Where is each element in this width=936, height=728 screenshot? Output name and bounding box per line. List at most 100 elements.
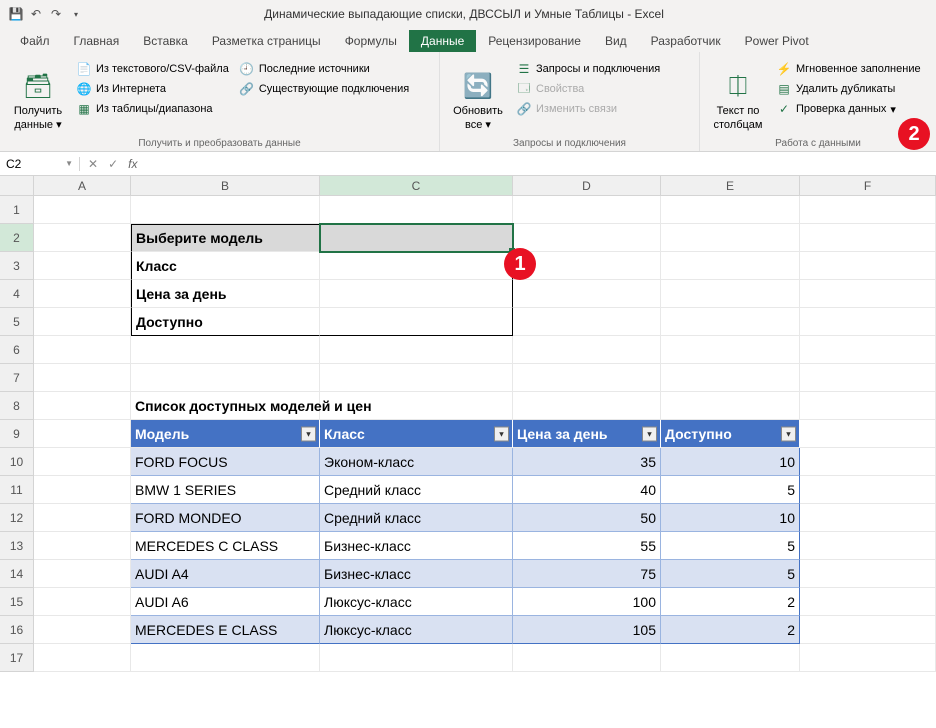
row-header[interactable]: 16 xyxy=(0,616,34,644)
cell[interactable] xyxy=(34,392,131,420)
cell[interactable] xyxy=(800,364,936,392)
tab-review[interactable]: Рецензирование xyxy=(476,30,593,52)
cell[interactable] xyxy=(800,392,936,420)
row-header[interactable]: 17 xyxy=(0,644,34,672)
col-header-f[interactable]: F xyxy=(800,176,936,195)
cell[interactable] xyxy=(34,532,131,560)
cell[interactable] xyxy=(34,280,131,308)
accept-icon[interactable]: ✓ xyxy=(108,157,118,171)
cell[interactable] xyxy=(800,420,936,448)
cell[interactable] xyxy=(131,336,320,364)
cell[interactable] xyxy=(800,644,936,672)
cell[interactable]: Люксус-класс xyxy=(320,588,513,616)
cell[interactable] xyxy=(320,364,513,392)
tab-powerpivot[interactable]: Power Pivot xyxy=(733,30,821,52)
row-header[interactable]: 8 xyxy=(0,392,34,420)
data-validation-button[interactable]: ✓Проверка данных ▾ xyxy=(774,100,923,118)
redo-icon[interactable]: ↷ xyxy=(48,6,64,22)
cell[interactable]: MERCEDES C CLASS xyxy=(131,532,320,560)
cell[interactable]: 105 xyxy=(513,616,661,644)
cell[interactable]: AUDI A6 xyxy=(131,588,320,616)
fx-icon[interactable]: fx xyxy=(128,157,137,171)
cell[interactable]: 75 xyxy=(513,560,661,588)
cell[interactable]: 2 xyxy=(661,616,800,644)
col-header-a[interactable]: A xyxy=(34,176,131,195)
row-header[interactable]: 12 xyxy=(0,504,34,532)
cell[interactable] xyxy=(34,504,131,532)
row-header[interactable]: 10 xyxy=(0,448,34,476)
cell[interactable] xyxy=(34,224,131,252)
refresh-all-button[interactable]: 🔄 Обновить все ▾ xyxy=(448,56,508,147)
tab-page-layout[interactable]: Разметка страницы xyxy=(200,30,333,52)
tab-data[interactable]: Данные xyxy=(409,30,476,52)
tab-file[interactable]: Файл xyxy=(8,30,62,52)
filter-icon[interactable]: ▾ xyxy=(301,426,316,441)
col-header-b[interactable]: B xyxy=(131,176,320,195)
cell[interactable]: 100 xyxy=(513,588,661,616)
cell[interactable] xyxy=(513,224,661,252)
chevron-down-icon[interactable]: ▼ xyxy=(65,159,73,168)
select-all-corner[interactable] xyxy=(0,176,34,195)
cell[interactable] xyxy=(661,336,800,364)
cell[interactable] xyxy=(34,616,131,644)
from-web-button[interactable]: 🌐Из Интернета xyxy=(74,80,231,98)
row-header[interactable]: 1 xyxy=(0,196,34,224)
cell[interactable] xyxy=(513,280,661,308)
row-header[interactable]: 5 xyxy=(0,308,34,336)
cell[interactable] xyxy=(513,336,661,364)
cell[interactable] xyxy=(513,196,661,224)
cell[interactable]: MERCEDES E CLASS xyxy=(131,616,320,644)
remove-duplicates-button[interactable]: ▤Удалить дубликаты xyxy=(774,80,923,98)
recent-sources-button[interactable]: 🕘Последние источники xyxy=(237,60,411,78)
cell[interactable]: FORD FOCUS xyxy=(131,448,320,476)
cell[interactable] xyxy=(800,280,936,308)
row-header[interactable]: 14 xyxy=(0,560,34,588)
row-header[interactable]: 2 xyxy=(0,224,34,252)
cell[interactable] xyxy=(661,252,800,280)
cell[interactable] xyxy=(34,252,131,280)
col-header-d[interactable]: D xyxy=(513,176,661,195)
name-box[interactable]: C2 ▼ xyxy=(0,157,80,171)
from-csv-button[interactable]: 📄Из текстового/CSV-файла xyxy=(74,60,231,78)
cell[interactable] xyxy=(513,308,661,336)
cell[interactable]: Доступно xyxy=(131,308,320,336)
cell[interactable] xyxy=(131,644,320,672)
cell[interactable] xyxy=(34,308,131,336)
cell[interactable]: FORD MONDEO xyxy=(131,504,320,532)
cell[interactable]: Цена за день▾ xyxy=(513,420,661,448)
cell[interactable] xyxy=(661,308,800,336)
cell[interactable]: 2 xyxy=(661,588,800,616)
cell[interactable] xyxy=(34,420,131,448)
cell[interactable] xyxy=(513,364,661,392)
flash-fill-button[interactable]: ⚡Мгновенное заполнение xyxy=(774,60,923,78)
cell[interactable] xyxy=(34,476,131,504)
cell[interactable] xyxy=(34,560,131,588)
cell[interactable]: BMW 1 SERIES xyxy=(131,476,320,504)
cell[interactable] xyxy=(513,392,661,420)
cell[interactable] xyxy=(661,224,800,252)
cell[interactable] xyxy=(661,196,800,224)
cell[interactable] xyxy=(800,504,936,532)
filter-icon[interactable]: ▾ xyxy=(781,426,796,441)
cell[interactable]: 10 xyxy=(661,448,800,476)
qat-dropdown-icon[interactable]: ▾ xyxy=(68,6,84,22)
cell[interactable] xyxy=(34,336,131,364)
row-header[interactable]: 15 xyxy=(0,588,34,616)
cell[interactable] xyxy=(800,560,936,588)
save-icon[interactable]: 💾 xyxy=(8,6,24,22)
cell[interactable] xyxy=(131,364,320,392)
cell[interactable] xyxy=(800,196,936,224)
row-header[interactable]: 6 xyxy=(0,336,34,364)
cell[interactable] xyxy=(320,252,513,280)
text-to-columns-button[interactable]: ⎅ Текст по столбцам xyxy=(708,56,768,147)
row-header[interactable]: 11 xyxy=(0,476,34,504)
tab-view[interactable]: Вид xyxy=(593,30,639,52)
cell[interactable]: AUDI A4 xyxy=(131,560,320,588)
cell[interactable] xyxy=(513,644,661,672)
cell[interactable]: Список доступных моделей и цен xyxy=(131,392,320,420)
col-header-c[interactable]: C xyxy=(320,176,513,195)
cell[interactable] xyxy=(320,336,513,364)
cell[interactable] xyxy=(800,588,936,616)
filter-icon[interactable]: ▾ xyxy=(642,426,657,441)
cell[interactable] xyxy=(800,532,936,560)
